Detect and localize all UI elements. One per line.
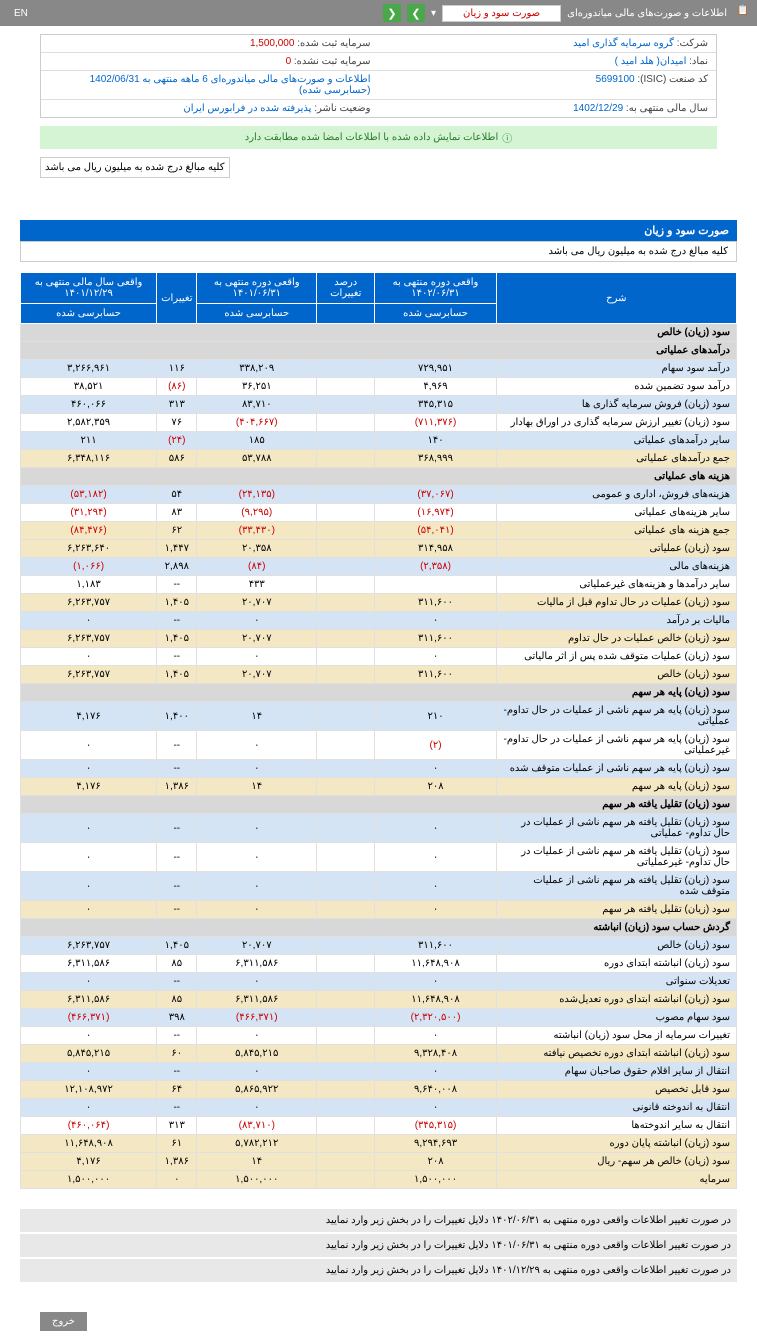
col-audited2: [317, 304, 375, 324]
col-period1: واقعی دوره منتهی به ۱۴۰۲/۰۶/۳۱: [375, 273, 496, 304]
fiscal-value: 1402/12/29: [573, 103, 623, 114]
clipboard-icon: 📋: [733, 5, 749, 21]
status-label: وضعیت ناشر:: [314, 103, 370, 114]
table-row: سایر درآمدها و هزینه‌های غیرعملیاتی۴۳۳--…: [21, 576, 737, 594]
exit-button[interactable]: خروج: [40, 1312, 87, 1331]
table-row: سود (زیان) پایه هر سهم ناشی از عملیات در…: [21, 702, 737, 731]
table-row: سود (زیان) خالص هر سهم- ریال۲۰۸۱۴۱,۳۸۶۴,…: [21, 1153, 737, 1171]
unit-note: کلیه مبالغ درج شده به میلیون ریال می باش…: [40, 157, 230, 178]
table-row: سود (زیان) تغییر ارزش سرمایه گذاری در او…: [21, 414, 737, 432]
company-label: شرکت:: [677, 38, 708, 49]
table-row: سود (زیان) خالص عملیات در حال تداوم۳۱۱,۶…: [21, 630, 737, 648]
table-row: سود (زیان) پایه هر سهم ناشی از عملیات مت…: [21, 760, 737, 778]
table-row: جمع هزینه های عملیاتی(۵۴,۰۴۱)(۳۳,۴۳۰)۶۲(…: [21, 522, 737, 540]
company-value: گروه سرمایه گذاری امید: [573, 38, 674, 49]
table-row: سود (زیان) پایه هر سهم ناشی از عملیات در…: [21, 731, 737, 760]
table-row: درآمدهای عملیاتی: [21, 342, 737, 360]
capital-unreg-value: 0: [286, 56, 292, 67]
table-row: سود (زیان) عملیاتی۳۱۴,۹۵۸۲۰,۳۵۸۱,۴۴۷۶,۲۶…: [21, 540, 737, 558]
table-row: سایر درآمدهای عملیاتی۱۴۰۱۸۵(۲۴)۲۱۱: [21, 432, 737, 450]
capital-reg-value: 1,500,000: [250, 38, 295, 49]
status-value: پذیرفته شده در فرابورس ایران: [183, 103, 311, 114]
report-dropdown[interactable]: صورت سود و زیان: [442, 5, 561, 22]
table-row: سود (زیان) انباشته ابتدای دوره تخصیص نیا…: [21, 1045, 737, 1063]
table-row: درآمد سود سهام۷۲۹,۹۵۱۳۳۸,۲۰۹۱۱۶۳,۲۶۶,۹۶۱: [21, 360, 737, 378]
col-pct: درصد تغییرات: [317, 273, 375, 304]
symbol-value: امیدان( هلد امید ): [615, 56, 687, 67]
table-row: سود (زیان) خالص: [21, 324, 737, 342]
table-row: تعدیلات سنواتی۰۰--۰: [21, 973, 737, 991]
table-row: سرمایه۱,۵۰۰,۰۰۰۱,۵۰۰,۰۰۰۰۱,۵۰۰,۰۰۰: [21, 1171, 737, 1189]
status-bar: ⓘ اطلاعات نمایش داده شده با اطلاعات امضا…: [40, 126, 717, 149]
table-row: سود (زیان) عملیات در حال تداوم قبل از ما…: [21, 594, 737, 612]
table-row: سود قابل تخصیص۹,۶۴۰,۰۰۸۵,۸۶۵,۹۲۲۶۴۱۲,۱۰۸…: [21, 1081, 737, 1099]
col-year: واقعی سال مالی منتهی به ۱۴۰۱/۱۲/۲۹: [21, 273, 157, 304]
table-row: سود (زیان) خالص۳۱۱,۶۰۰۲۰,۷۰۷۱,۴۰۵۶,۲۶۳,۷…: [21, 666, 737, 684]
capital-unreg-label: سرمایه ثبت نشده:: [294, 56, 371, 67]
status-text: اطلاعات نمایش داده شده با اطلاعات امضا ش…: [245, 132, 499, 143]
dropdown-arrow[interactable]: ▾: [431, 8, 436, 19]
table-row: سود (زیان) فروش سرمایه گذاری ها۳۴۵,۳۱۵۸۳…: [21, 396, 737, 414]
table-row: سود (زیان) پایه هر سهم: [21, 684, 737, 702]
table-row: سود (زیان) خالص۳۱۱,۶۰۰۲۰,۷۰۷۱,۴۰۵۶,۲۶۳,۷…: [21, 937, 737, 955]
info-icon: ⓘ: [502, 130, 512, 145]
table-row: درآمد سود تضمین شده۴,۹۶۹۳۶,۲۵۱(۸۶)۳۸,۵۲۱: [21, 378, 737, 396]
table-row: سود (زیان) تقلیل یافته هر سهم ناشی از عم…: [21, 814, 737, 843]
note-row: در صورت تغییر اطلاعات واقعی دوره منتهی ب…: [20, 1209, 737, 1232]
section-title: صورت سود و زیان: [20, 220, 737, 241]
table-row: مالیات بر درآمد۰۰--۰: [21, 612, 737, 630]
table-row: سایر هزینه‌های عملیاتی(۱۶,۹۷۴)(۹,۲۹۵)۸۳(…: [21, 504, 737, 522]
table-row: تغییرات سرمایه از محل سود (زیان) انباشته…: [21, 1027, 737, 1045]
table-row: سود (زیان) تقلیل یافته هر سهم ناشی از عم…: [21, 843, 737, 872]
table-row: هزینه‌های مالی(۲,۳۵۸)(۸۴)۲,۸۹۸(۱,۰۶۶): [21, 558, 737, 576]
header-bar: 📋 اطلاعات و صورت‌های مالی میاندوره‌ای صو…: [0, 0, 757, 26]
table-row: انتقال از سایر اقلام حقوق صاحبان سهام۰۰-…: [21, 1063, 737, 1081]
table-row: سود (زیان) پایه هر سهم۲۰۸۱۴۱,۳۸۶۴,۱۷۶: [21, 778, 737, 796]
report-desc: اطلاعات و صورت‌های مالی میاندوره‌ای 6 ما…: [90, 74, 371, 96]
fiscal-label: سال مالی منتهی به:: [626, 103, 708, 114]
table-row: سود (زیان) تقلیل یافته هر سهم۰۰--۰: [21, 901, 737, 919]
table-row: سود (زیان) تقلیل یافته هر سهم: [21, 796, 737, 814]
col-audited3: حسابرسی شده: [197, 304, 317, 324]
table-row: سود (زیان) انباشته ابتدای دوره۱۱,۶۴۸,۹۰۸…: [21, 955, 737, 973]
table-row: جمع درآمدهای عملیاتی۳۶۸,۹۹۹۵۳,۷۸۸۵۸۶۶,۳۴…: [21, 450, 737, 468]
table-row: سود سهام مصوب(۲,۳۲۰,۵۰۰)(۴۶۶,۳۷۱)۳۹۸(۴۶۶…: [21, 1009, 737, 1027]
table-row: گردش حساب سود (زیان) انباشته: [21, 919, 737, 937]
lang-toggle[interactable]: EN: [8, 6, 34, 21]
nav-prev-button[interactable]: ❮: [383, 4, 401, 22]
col-audited1: حسابرسی شده: [375, 304, 496, 324]
col-changes: تغییرات: [157, 273, 197, 324]
note-row: در صورت تغییر اطلاعات واقعی دوره منتهی ب…: [20, 1234, 737, 1257]
table-row: هزینه های عملیاتی: [21, 468, 737, 486]
nav-next-button[interactable]: ❯: [407, 4, 425, 22]
col-desc: شرح: [496, 273, 736, 324]
table-row: هزینه‌های فروش، اداری و عمومی(۳۷,۰۶۷)(۲۴…: [21, 486, 737, 504]
capital-reg-label: سرمایه ثبت شده:: [297, 38, 370, 49]
note-row: در صورت تغییر اطلاعات واقعی دوره منتهی ب…: [20, 1259, 737, 1282]
table-row: سود (زیان) انباشته پایان دوره۹,۲۹۴,۶۹۳۵,…: [21, 1135, 737, 1153]
table-row: سود (زیان) انباشته ابتدای دوره تعدیل‌شده…: [21, 991, 737, 1009]
notes-section: در صورت تغییر اطلاعات واقعی دوره منتهی ب…: [20, 1209, 737, 1282]
table-row: سود (زیان) تقلیل یافته هر سهم ناشی از عم…: [21, 872, 737, 901]
info-box: شرکت: گروه سرمایه گذاری امید سرمایه ثبت …: [40, 34, 717, 118]
col-audited4: حسابرسی شده: [21, 304, 157, 324]
table-row: سود (زیان) عملیات متوقف شده پس از اثر ما…: [21, 648, 737, 666]
table-row: انتقال به اندوخته قانونی۰۰--۰: [21, 1099, 737, 1117]
isic-value: 5699100: [596, 74, 635, 85]
header-title: اطلاعات و صورت‌های مالی میاندوره‌ای: [567, 8, 727, 19]
table-row: انتقال به سایر اندوخته‌ها(۳۴۵,۳۱۵)(۸۳,۷۱…: [21, 1117, 737, 1135]
col-period2: واقعی دوره منتهی به ۱۴۰۱/۰۶/۳۱: [197, 273, 317, 304]
isic-label: کد صنعت (ISIC):: [637, 74, 708, 85]
section-subtitle: کلیه مبالغ درج شده به میلیون ریال می باش…: [20, 241, 737, 262]
symbol-label: نماد:: [689, 56, 708, 67]
data-table: شرح واقعی دوره منتهی به ۱۴۰۲/۰۶/۳۱ درصد …: [20, 272, 737, 1189]
